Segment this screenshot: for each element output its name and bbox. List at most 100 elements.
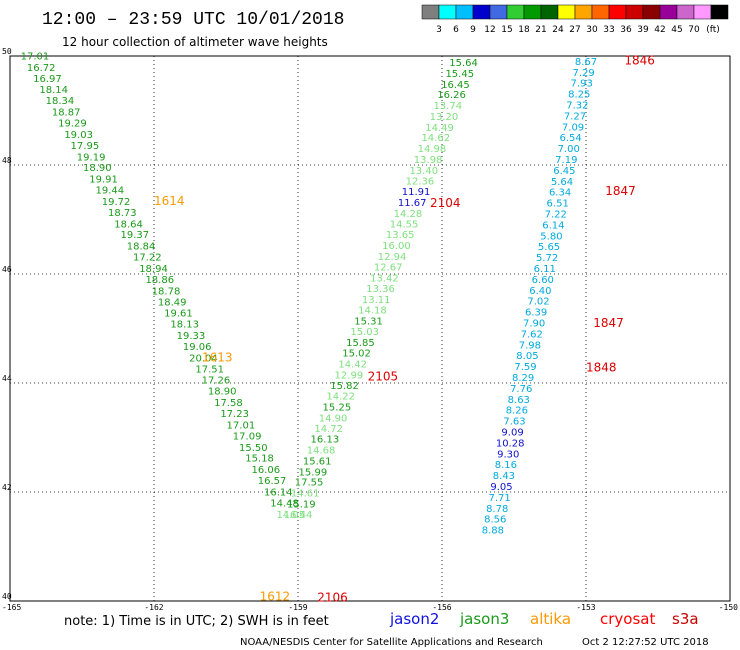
wave-height-label: 17.95 <box>71 141 100 152</box>
wave-height-label: 14.61 <box>291 489 320 500</box>
pass-time-label: 1613 <box>202 350 233 364</box>
x-tick-label: -165 <box>2 603 21 612</box>
wave-height-label: 16.26 <box>437 90 466 101</box>
wave-height-label: 7.27 <box>564 111 586 122</box>
wave-height-label: 7.22 <box>545 210 567 221</box>
chart-subtitle: 12 hour collection of altimeter wave hei… <box>62 35 328 49</box>
footer-credit: NOAA/NESDIS Center for Satellite Applica… <box>240 637 543 648</box>
wave-height-label: 20.04 <box>189 353 218 364</box>
wave-height-label: 6.40 <box>529 286 551 297</box>
wave-height-label: 6.39 <box>525 308 547 319</box>
y-tick-label: 40 <box>2 592 12 601</box>
wave-height-label: 8.16 <box>495 460 517 471</box>
colorbar-swatch <box>693 4 712 20</box>
wave-height-label: 7.00 <box>558 144 580 155</box>
wave-height-label: 7.76 <box>510 384 532 395</box>
pass-time-label: 1848 <box>586 361 617 375</box>
colorbar-swatch <box>710 4 729 20</box>
wave-height-label: 15.82 <box>330 381 359 392</box>
wave-height-label: 7.71 <box>488 493 510 504</box>
wave-height-label: 17.01 <box>21 51 50 62</box>
wave-height-label: 8.56 <box>484 515 506 526</box>
wave-height-label: 18.90 <box>83 163 112 174</box>
y-tick-label: 48 <box>2 156 12 165</box>
y-tick-label: 46 <box>2 265 12 274</box>
wave-height-label: 19.06 <box>183 342 212 353</box>
colorbar-unit: (ft) <box>706 25 720 35</box>
wave-height-label: 16.57 <box>258 476 287 487</box>
colorbar-swatch <box>557 4 576 20</box>
colorbar-label: 21 <box>535 25 546 35</box>
wave-height-label: 19.37 <box>120 230 149 241</box>
wave-height-label: 13.11 <box>362 295 391 306</box>
wave-height-label: 16.06 <box>252 465 281 476</box>
wave-height-label: 7.32 <box>566 101 588 112</box>
wave-height-label: 13.98 <box>414 155 443 166</box>
satellite-legend: jason2 jason3 altika cryosat s3a <box>389 610 699 628</box>
wave-height-label: 14.18 <box>358 305 387 316</box>
wave-height-label: 7.63 <box>503 417 525 428</box>
pass-time-label: 1614 <box>154 194 185 208</box>
wave-height-label: 14.28 <box>394 209 423 220</box>
wave-height-label: 14.68 <box>307 445 336 456</box>
wave-height-label: 17.22 <box>133 253 162 264</box>
colorbar-label: 39 <box>637 25 649 35</box>
wave-height-label: 16.97 <box>33 74 62 85</box>
wave-height-label: 16.13 <box>311 435 340 446</box>
wave-height-label: 15.02 <box>342 348 371 359</box>
wave-height-label: 5.65 <box>538 242 560 253</box>
wave-height-label: 15.61 <box>303 456 332 467</box>
wave-height-label: 12.99 <box>335 370 364 381</box>
pass-time-label: 1847 <box>605 184 636 198</box>
colorbar-swatch <box>472 4 491 20</box>
wave-height-label: 17.58 <box>214 398 243 409</box>
wave-height-label: 12.94 <box>378 252 407 263</box>
wave-height-label: 13.40 <box>409 166 438 177</box>
grid-lines <box>10 56 730 601</box>
wave-height-label: 9.30 <box>497 449 519 460</box>
wave-height-label: 15.50 <box>239 443 268 454</box>
colorbar-swatch <box>523 4 542 20</box>
wave-height-label: 7.09 <box>562 122 584 133</box>
wave-height-label: 8.78 <box>486 504 508 515</box>
wave-height-label: 17.09 <box>233 431 262 442</box>
wave-height-label: 19.03 <box>64 130 93 141</box>
wave-height-label: 10.28 <box>496 438 525 449</box>
pass-time-label: 2106 <box>317 591 348 605</box>
wave-height-label: 16.45 <box>441 80 470 91</box>
pass-time-label: 1612 <box>260 590 291 604</box>
y-tick-label: 50 <box>2 47 12 56</box>
wave-height-label: 11.91 <box>402 187 431 198</box>
wave-height-label: 7.19 <box>555 155 577 166</box>
wave-height-label: 14.48 <box>270 498 299 509</box>
colorbar-swatch <box>574 4 593 20</box>
colorbar-swatch <box>676 4 695 20</box>
colorbar-label: 9 <box>470 25 476 35</box>
wave-height-label: 14.42 <box>338 359 367 370</box>
wave-height-label: 8.05 <box>516 351 538 362</box>
wave-height-label: 7.02 <box>527 297 549 308</box>
colorbar-swatch <box>540 4 559 20</box>
wave-height-label: 17.26 <box>202 376 231 387</box>
legend-jason2: jason2 <box>389 610 439 628</box>
wave-height-label: 11.67 <box>398 198 427 209</box>
colorbar-swatch <box>625 4 644 20</box>
axis-tick-labels: -165 -162 -159 -156 -153 -150 50 48 46 44 42 40 <box>2 47 738 612</box>
wave-height-label: 8.29 <box>512 373 534 384</box>
wave-height-label: 18.14 <box>39 85 68 96</box>
wave-height-label: 13.20 <box>430 112 459 123</box>
x-tick-label: -153 <box>576 603 595 612</box>
wave-height-label: 18.13 <box>170 320 199 331</box>
wave-height-label: 15.25 <box>323 402 352 413</box>
wave-height-label: 8.43 <box>493 471 515 482</box>
wave-height-label: 8.26 <box>506 406 528 417</box>
colorbar-label: 33 <box>603 25 614 35</box>
wave-height-label: 14.05 <box>276 510 305 521</box>
wave-height-label: 18.73 <box>108 208 137 219</box>
wave-height-label: 6.34 <box>549 188 571 199</box>
wave-height-label: 14.90 <box>319 413 348 424</box>
wave-height-label: 18.64 <box>114 219 143 230</box>
colorbar-label: 70 <box>688 25 700 35</box>
wave-height-label: 7.98 <box>519 340 541 351</box>
